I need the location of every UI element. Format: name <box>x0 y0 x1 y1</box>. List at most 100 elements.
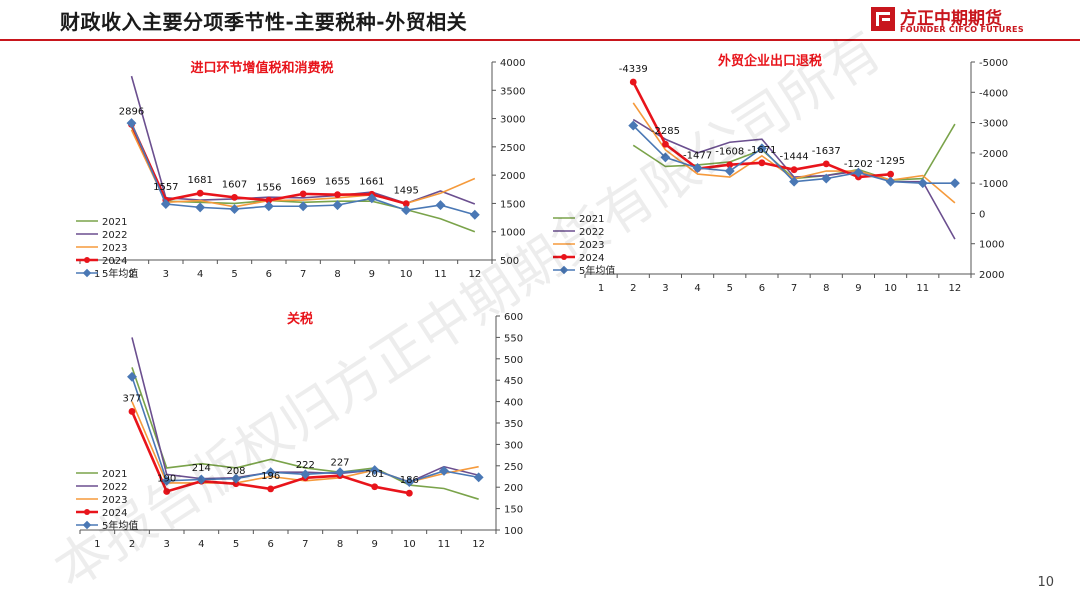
data-point <box>127 371 137 382</box>
y-tick-label: 450 <box>504 376 523 387</box>
y-tick-label: 2000 <box>500 171 525 182</box>
y-tick-label: 500 <box>500 256 519 267</box>
data-label: 208 <box>226 466 245 477</box>
data-point <box>724 166 735 176</box>
y-tick-label: 1500 <box>500 199 525 210</box>
x-tick-label: 2 <box>128 269 134 280</box>
brand-mark-icon <box>871 7 895 31</box>
data-point <box>790 166 798 174</box>
legend-label: 2022 <box>102 482 127 493</box>
x-tick-label: 4 <box>694 283 700 294</box>
y-tick-label: -4000 <box>979 88 1008 99</box>
data-label: 1655 <box>325 177 350 188</box>
data-label: 214 <box>192 463 211 474</box>
data-label: -1608 <box>715 147 744 158</box>
x-tick-label: 4 <box>197 269 203 280</box>
x-tick-label: 8 <box>334 269 340 280</box>
x-tick-label: 12 <box>472 539 485 550</box>
x-tick-label: 2 <box>129 539 135 550</box>
data-point <box>231 473 241 484</box>
data-label: -2285 <box>651 126 680 137</box>
brand-name-cn: 方正中期期货 <box>900 9 1002 29</box>
data-label: -1637 <box>812 146 841 157</box>
legend-label: 2021 <box>579 214 604 225</box>
data-point <box>231 193 238 201</box>
x-tick-label: 7 <box>791 283 797 294</box>
title-divider <box>0 39 1080 41</box>
y-tick-label: 4000 <box>500 58 525 69</box>
data-point <box>195 202 206 213</box>
data-point <box>405 489 413 497</box>
legend-label: 2021 <box>102 217 127 228</box>
chart-tariff: 关税1 2 3 4 5 6 7 8 9 10 11 1210015020025030035040045… <box>76 311 523 550</box>
data-point <box>265 196 273 204</box>
data-point <box>163 488 171 495</box>
legend-label: 2023 <box>579 240 604 251</box>
x-tick-label: 7 <box>302 539 308 550</box>
x-tick-label: 10 <box>403 539 416 550</box>
data-label: 377 <box>122 393 141 404</box>
y-tick-label: 600 <box>504 312 523 323</box>
data-label: -1295 <box>876 156 905 167</box>
data-label: -4339 <box>619 64 648 75</box>
x-tick-label: 9 <box>371 539 377 550</box>
data-label: 196 <box>261 471 280 482</box>
y-tick-label: 0 <box>979 209 985 220</box>
data-point <box>402 200 410 208</box>
data-point <box>196 474 207 485</box>
legend-label: 2021 <box>102 469 127 480</box>
x-tick-label: 4 <box>198 539 204 550</box>
data-label: 1669 <box>290 176 315 187</box>
data-point <box>126 118 137 129</box>
data-point <box>232 480 240 488</box>
x-tick-label: 3 <box>662 283 668 294</box>
legend-label: 5年均值 <box>579 264 615 277</box>
data-point <box>887 170 894 178</box>
x-tick-label: 3 <box>163 269 169 280</box>
legend-label: 2022 <box>102 230 127 241</box>
data-label: 1557 <box>153 182 178 193</box>
y-tick-label: -5000 <box>979 58 1008 69</box>
y-tick-label: 100 <box>504 526 523 537</box>
data-label: -1477 <box>683 151 712 162</box>
chart-title: 进口环节增值税和消费税 <box>190 60 333 76</box>
x-tick-label: 2 <box>630 283 636 294</box>
y-tick-label: 500 <box>504 355 523 366</box>
legend-label: 5年均值 <box>102 519 138 532</box>
x-tick-label: 8 <box>823 283 829 294</box>
x-tick-label: 3 <box>163 539 169 550</box>
data-point <box>265 467 276 478</box>
data-point <box>334 191 341 199</box>
y-tick-label: 1000 <box>500 228 525 239</box>
x-tick-label: 6 <box>759 283 765 294</box>
legend-label: 5年均值 <box>102 267 138 280</box>
data-label: 1607 <box>222 179 247 190</box>
data-point <box>300 469 311 480</box>
x-tick-label: 9 <box>369 269 375 280</box>
data-label: 1495 <box>393 186 418 197</box>
data-point <box>949 178 960 189</box>
x-tick-label: 1 <box>598 283 604 294</box>
x-tick-label: 6 <box>267 539 273 550</box>
legend-marker <box>84 509 90 515</box>
page-number: 10 <box>1037 575 1054 590</box>
legend-label: 2024 <box>579 253 604 264</box>
data-label: -1202 <box>844 159 873 170</box>
data-point <box>366 193 377 204</box>
chart-title: 关税 <box>287 311 313 327</box>
x-tick-label: 6 <box>266 269 272 280</box>
y-tick-label: 400 <box>504 398 523 409</box>
x-tick-label: 12 <box>949 283 962 294</box>
y-tick-label: 200 <box>504 483 523 494</box>
legend-marker <box>82 268 92 278</box>
data-point <box>726 161 734 169</box>
y-tick-label: 3000 <box>500 115 525 126</box>
legend-label: 2023 <box>102 495 127 506</box>
data-label: 201 <box>365 469 384 480</box>
x-tick-label: 9 <box>855 283 861 294</box>
chart-title: 外贸企业出口退税 <box>717 53 822 69</box>
brand-logo: 方正中期期货 FOUNDER CIFCO FUTURES <box>870 4 1024 38</box>
data-point <box>662 140 669 148</box>
y-tick-label: 150 <box>504 505 523 516</box>
